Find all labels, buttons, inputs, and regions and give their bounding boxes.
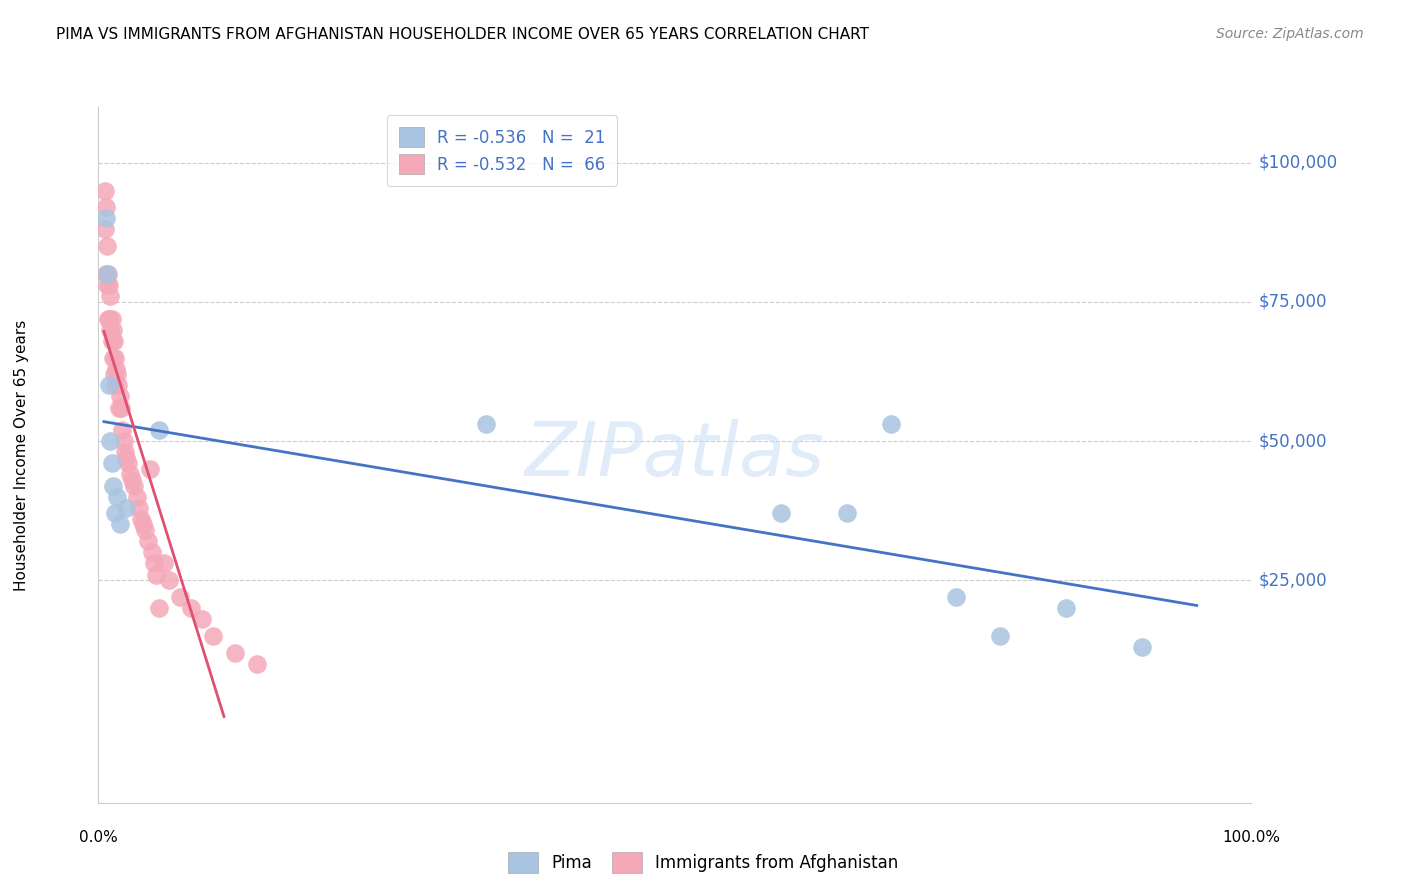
Point <box>988 629 1011 643</box>
Point <box>101 323 124 337</box>
Point <box>202 629 225 643</box>
Point <box>191 612 214 626</box>
Point <box>128 500 150 515</box>
Point <box>110 389 132 403</box>
Point <box>104 351 127 365</box>
Point <box>145 567 167 582</box>
Point <box>945 590 967 604</box>
Text: $25,000: $25,000 <box>1258 571 1327 589</box>
Point <box>111 423 134 437</box>
Point <box>94 222 117 236</box>
Point <box>100 323 122 337</box>
Point <box>169 590 191 604</box>
Point <box>104 507 127 521</box>
Point <box>770 507 793 521</box>
Point <box>108 401 131 415</box>
Point <box>96 267 118 281</box>
Point <box>94 211 117 226</box>
Point <box>97 267 120 281</box>
Point <box>117 456 139 470</box>
Point <box>104 361 127 376</box>
Point <box>1054 601 1077 615</box>
Point <box>103 368 125 382</box>
Point <box>100 289 122 303</box>
Point <box>96 239 118 253</box>
Point <box>246 657 269 671</box>
Point <box>96 278 118 293</box>
Point <box>107 378 129 392</box>
Text: $100,000: $100,000 <box>1258 153 1337 171</box>
Point <box>94 184 117 198</box>
Point <box>100 334 122 348</box>
Text: Householder Income Over 65 years: Householder Income Over 65 years <box>14 319 28 591</box>
Point <box>98 378 121 392</box>
Point <box>180 601 202 615</box>
Point <box>105 368 128 382</box>
Point <box>98 278 121 293</box>
Point <box>94 200 117 214</box>
Point <box>121 473 143 487</box>
Point <box>153 557 176 571</box>
Text: PIMA VS IMMIGRANTS FROM AFGHANISTAN HOUSEHOLDER INCOME OVER 65 YEARS CORRELATION: PIMA VS IMMIGRANTS FROM AFGHANISTAN HOUS… <box>56 27 869 42</box>
Point <box>103 334 125 348</box>
Point <box>475 417 498 432</box>
Point <box>97 311 120 326</box>
Point <box>105 490 128 504</box>
Point <box>124 478 146 492</box>
Point <box>159 573 181 587</box>
Point <box>101 478 124 492</box>
Point <box>143 557 166 571</box>
Point <box>835 507 858 521</box>
Point <box>104 378 127 392</box>
Text: ZIPatlas: ZIPatlas <box>524 419 825 491</box>
Legend: Pima, Immigrants from Afghanistan: Pima, Immigrants from Afghanistan <box>501 846 905 880</box>
Point <box>114 450 136 465</box>
Point <box>98 311 121 326</box>
Point <box>120 467 142 482</box>
Text: $75,000: $75,000 <box>1258 293 1327 310</box>
Point <box>148 601 170 615</box>
Point <box>100 434 122 448</box>
Point <box>148 423 170 437</box>
Point <box>136 534 159 549</box>
Point <box>100 311 122 326</box>
Text: $50,000: $50,000 <box>1258 432 1327 450</box>
Point <box>94 267 117 281</box>
Point <box>101 351 124 365</box>
Point <box>139 462 162 476</box>
Point <box>132 517 155 532</box>
Point <box>112 434 135 448</box>
Text: 100.0%: 100.0% <box>1222 830 1281 845</box>
Point <box>224 646 246 660</box>
Legend: R = -0.536   N =  21, R = -0.532   N =  66: R = -0.536 N = 21, R = -0.532 N = 66 <box>387 115 617 186</box>
Text: 0.0%: 0.0% <box>79 830 118 845</box>
Point <box>114 445 136 459</box>
Point <box>141 545 163 559</box>
Point <box>110 401 132 415</box>
Point <box>114 500 136 515</box>
Text: Source: ZipAtlas.com: Source: ZipAtlas.com <box>1216 27 1364 41</box>
Point <box>110 517 132 532</box>
Point <box>1130 640 1153 654</box>
Point <box>129 512 152 526</box>
Point <box>100 456 122 470</box>
Point <box>125 490 148 504</box>
Point <box>134 523 156 537</box>
Point <box>880 417 903 432</box>
